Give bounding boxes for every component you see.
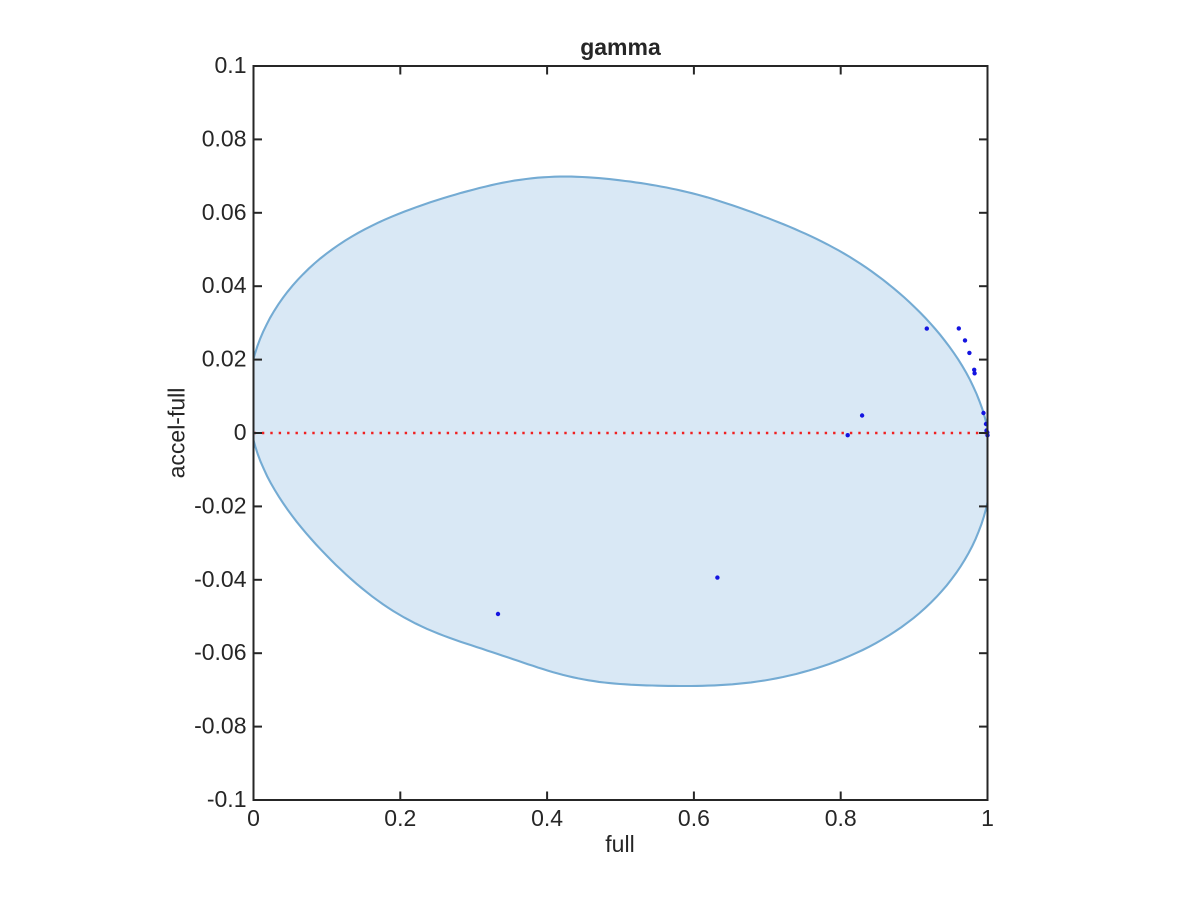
svg-text:0.6: 0.6 (678, 805, 710, 831)
svg-text:1: 1 (981, 805, 994, 831)
svg-text:-0.1: -0.1 (207, 786, 247, 812)
svg-text:accel-full: accel-full (164, 388, 190, 479)
svg-text:0.1: 0.1 (215, 52, 247, 78)
svg-text:-0.08: -0.08 (194, 713, 246, 739)
svg-text:-0.06: -0.06 (194, 639, 246, 665)
svg-text:0.02: 0.02 (202, 346, 247, 372)
svg-text:0.2: 0.2 (384, 805, 416, 831)
svg-text:0.04: 0.04 (202, 272, 247, 298)
svg-text:0: 0 (247, 805, 260, 831)
svg-text:0: 0 (234, 419, 247, 445)
svg-text:gamma: gamma (580, 34, 661, 60)
svg-text:-0.02: -0.02 (194, 492, 246, 518)
svg-text:0.06: 0.06 (202, 199, 247, 225)
svg-text:0.08: 0.08 (202, 125, 247, 151)
svg-text:0.4: 0.4 (531, 805, 563, 831)
svg-text:-0.04: -0.04 (194, 566, 247, 592)
svg-text:full: full (605, 831, 634, 857)
svg-text:0.8: 0.8 (825, 805, 857, 831)
